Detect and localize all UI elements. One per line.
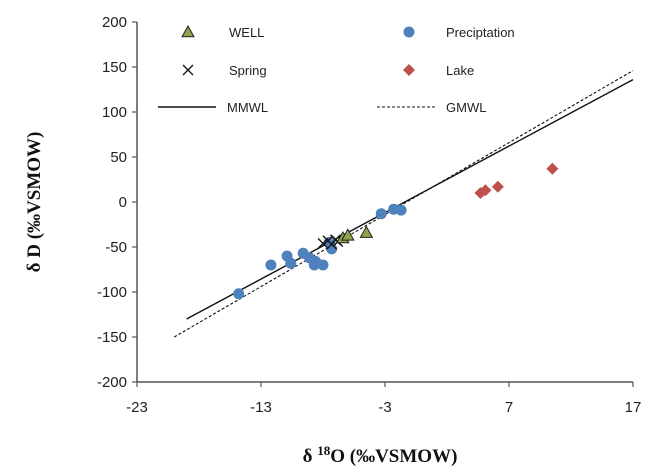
x-axis-title-prefix: δ <box>303 446 318 467</box>
x-tick-label: -13 <box>250 399 272 416</box>
x-tick-label: 17 <box>625 399 642 416</box>
preciptation-point <box>326 243 338 255</box>
regression-lines <box>173 70 634 338</box>
x-tick-label: 7 <box>505 399 513 416</box>
legend-lake-label: Lake <box>446 63 474 78</box>
y-tick-label: 150 <box>102 59 127 76</box>
spring-point <box>317 237 329 249</box>
y-axis-title: δ D (‰VSMOW) <box>24 132 45 273</box>
preciptation-point <box>233 288 245 300</box>
y-tick-label: -200 <box>97 374 127 391</box>
y-tick-label: -100 <box>97 284 127 301</box>
mmwl-line <box>186 78 634 320</box>
well-point <box>359 225 374 238</box>
x-tick-label: -23 <box>126 399 148 416</box>
y-axis-ticks: -200 -150 -100 -50 0 50 100 150 200 <box>97 14 137 391</box>
preciptation-point <box>317 259 329 271</box>
y-tick-label: 100 <box>102 104 127 121</box>
x-tick-label: -3 <box>378 399 391 416</box>
legend-preciptation-label: Preciptation <box>446 25 515 40</box>
legend-well-label: WELL <box>229 25 264 40</box>
x-stroke <box>182 64 194 76</box>
lake-point <box>491 180 504 193</box>
x-stroke <box>317 237 329 249</box>
y-tick-label: -50 <box>105 239 127 256</box>
preciptation-point <box>395 204 407 216</box>
preciptation-point <box>265 259 277 271</box>
y-tick-label: 50 <box>110 149 127 166</box>
x-axis-title-suffix: O (‰VSMOW) <box>330 446 457 467</box>
well-point <box>340 228 355 241</box>
preciptation-point <box>375 208 387 220</box>
legend-preciptation-marker <box>403 26 415 38</box>
y-tick-label: 0 <box>119 194 127 211</box>
legend-mmwl-label: MMWL <box>227 100 268 115</box>
legend-spring-label: Spring <box>229 63 267 78</box>
x-axis-ticks: -23 -13 -3 7 17 <box>126 382 641 416</box>
x-axis-title-superscript: 18 <box>317 443 331 458</box>
lake-point <box>479 184 492 197</box>
gmwl-line <box>173 70 634 338</box>
lake-point <box>546 162 559 175</box>
legend: WELL Preciptation Spring Lake MMWL GMWL <box>158 24 515 115</box>
legend-lake-marker <box>403 64 415 76</box>
legend-gmwl-label: GMWL <box>446 100 486 115</box>
y-tick-label: -150 <box>97 329 127 346</box>
x-axis-title: δ 18O (‰VSMOW) <box>303 443 458 467</box>
legend-well-marker <box>181 24 195 38</box>
legend-spring-marker <box>182 64 194 76</box>
data-points <box>233 162 559 300</box>
y-tick-label: 200 <box>102 14 127 31</box>
preciptation-point <box>285 257 297 269</box>
